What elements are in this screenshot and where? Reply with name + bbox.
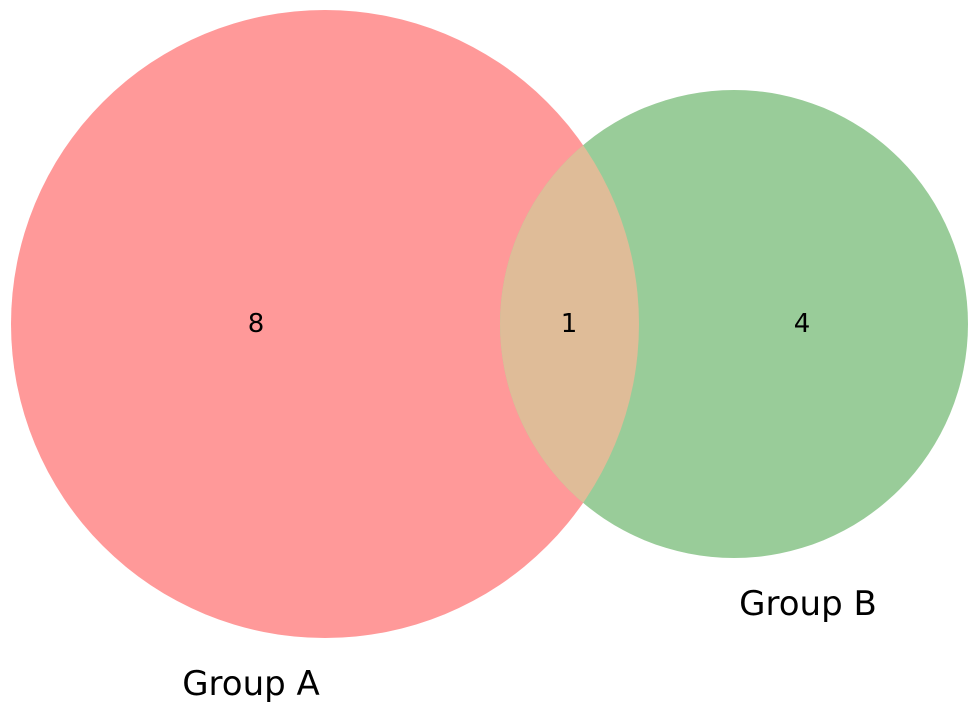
group-a-only-count: 8: [248, 309, 265, 339]
group-b-label: Group B: [739, 584, 877, 624]
group-b-only-count: 4: [794, 309, 811, 339]
intersection-count: 1: [561, 309, 578, 339]
group-a-label: Group A: [182, 664, 320, 704]
group-b-circle: [500, 90, 968, 558]
group-a-circle: [11, 10, 639, 638]
